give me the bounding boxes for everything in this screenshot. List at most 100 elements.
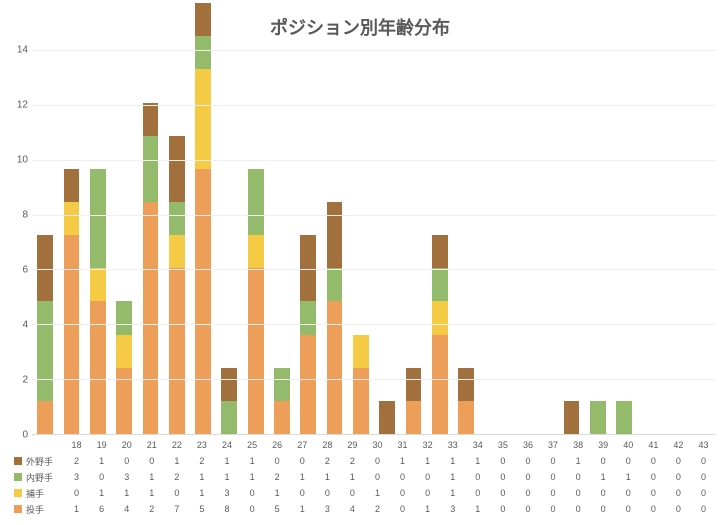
category-label: 19: [89, 437, 114, 453]
bar-segment-内野手: [195, 36, 211, 69]
bar-stack: [64, 169, 80, 434]
bar-segment-投手: [37, 401, 53, 434]
table-cell: 5: [189, 501, 214, 517]
table-cell: 0: [315, 485, 340, 501]
data-table: 外野手内野手捕手投手 18192021222324252627282930313…: [4, 437, 716, 517]
bar-segment-投手: [116, 368, 132, 434]
category-label: 20: [114, 437, 139, 453]
gridline: [32, 215, 716, 216]
bar-segment-外野手: [169, 136, 185, 202]
table-cell: 0: [616, 453, 641, 469]
bar-segment-投手: [64, 235, 80, 434]
table-cell: 0: [515, 453, 540, 469]
bar-segment-内野手: [116, 301, 132, 334]
table-cell: 0: [591, 453, 616, 469]
table-cell: 3: [440, 501, 465, 517]
table-cell: 3: [114, 469, 139, 485]
bar-segment-投手: [406, 401, 422, 434]
bar-segment-投手: [274, 401, 290, 434]
legend-label: 捕手: [26, 487, 44, 500]
bar-slot: [243, 50, 269, 434]
table-cell: 1: [265, 485, 290, 501]
table-cell: 1: [566, 453, 591, 469]
category-label: 23: [189, 437, 214, 453]
table-cell: 0: [691, 453, 716, 469]
table-cell: 1: [440, 485, 465, 501]
table-cell: 4: [114, 501, 139, 517]
table-cell: 1: [189, 469, 214, 485]
gridline: [32, 105, 716, 106]
table-cell: 0: [641, 469, 666, 485]
category-label: 29: [340, 437, 365, 453]
table-cell: 0: [540, 469, 565, 485]
bar-segment-投手: [458, 401, 474, 434]
table-cell: 1: [240, 453, 265, 469]
table-cell: 1: [89, 453, 114, 469]
table-cell: 0: [340, 485, 365, 501]
table-cell: 1: [415, 453, 440, 469]
bar-slot: [427, 50, 453, 434]
category-label: 42: [666, 437, 691, 453]
bar-segment-投手: [300, 335, 316, 434]
table-cell: 6: [89, 501, 114, 517]
bar-segment-内野手: [327, 268, 343, 301]
y-tick-label: 6: [22, 265, 28, 276]
bar-slot: [58, 50, 84, 434]
bar-stack: [248, 169, 264, 434]
table-cell: 2: [139, 501, 164, 517]
legend-row: 内野手: [4, 469, 64, 485]
table-cell: 0: [390, 485, 415, 501]
gridline: [32, 379, 716, 380]
table-cell: 1: [390, 453, 415, 469]
table-cell: 0: [566, 469, 591, 485]
bar-segment-捕手: [116, 335, 132, 368]
bar-segment-投手: [195, 169, 211, 434]
bar-segment-外野手: [406, 368, 422, 401]
table-cell: 0: [591, 485, 616, 501]
table-cell: 7: [164, 501, 189, 517]
gridline: [32, 160, 716, 161]
table-cell: 2: [189, 453, 214, 469]
legend-label: 投手: [26, 503, 44, 516]
table-cell: 0: [390, 469, 415, 485]
bar-slot: [190, 50, 216, 434]
chart-title: ポジション別年齢分布: [4, 8, 716, 50]
table-cell: 0: [591, 501, 616, 517]
bar-segment-投手: [169, 268, 185, 434]
table-cell: 1: [591, 469, 616, 485]
bar-segment-投手: [432, 335, 448, 434]
bar-slot: [348, 50, 374, 434]
bar-segment-投手: [353, 368, 369, 434]
bar-segment-捕手: [195, 69, 211, 168]
category-label: 38: [566, 437, 591, 453]
bar-segment-内野手: [274, 368, 290, 401]
bar-segment-内野手: [248, 169, 264, 235]
table-cell: 2: [315, 453, 340, 469]
table-cell: 4: [340, 501, 365, 517]
table-cell: 1: [64, 501, 89, 517]
bar-slot: [611, 50, 637, 434]
bar-slot: [637, 50, 663, 434]
bar-slot: [374, 50, 400, 434]
bar-stack: [300, 235, 316, 434]
y-tick-label: 2: [22, 375, 28, 386]
bar-stack: [458, 368, 474, 434]
legend-label: 内野手: [26, 471, 53, 484]
table-row: 16427580513420131000000000: [64, 501, 716, 517]
table-cell: 3: [315, 501, 340, 517]
table-cell: 5: [265, 501, 290, 517]
category-label: 30: [365, 437, 390, 453]
table-cell: 0: [641, 453, 666, 469]
y-tick-label: 14: [17, 45, 28, 56]
legend-swatch: [14, 457, 22, 465]
category-label: 26: [265, 437, 290, 453]
bar-segment-内野手: [300, 301, 316, 334]
bar-slot: [85, 50, 111, 434]
table-cell: 1: [290, 469, 315, 485]
bar-stack: [169, 136, 185, 434]
bar-segment-内野手: [221, 401, 237, 434]
y-tick-label: 10: [17, 155, 28, 166]
bar-stack: [143, 103, 159, 434]
y-tick-label: 0: [22, 430, 28, 441]
table-cell: 0: [365, 453, 390, 469]
